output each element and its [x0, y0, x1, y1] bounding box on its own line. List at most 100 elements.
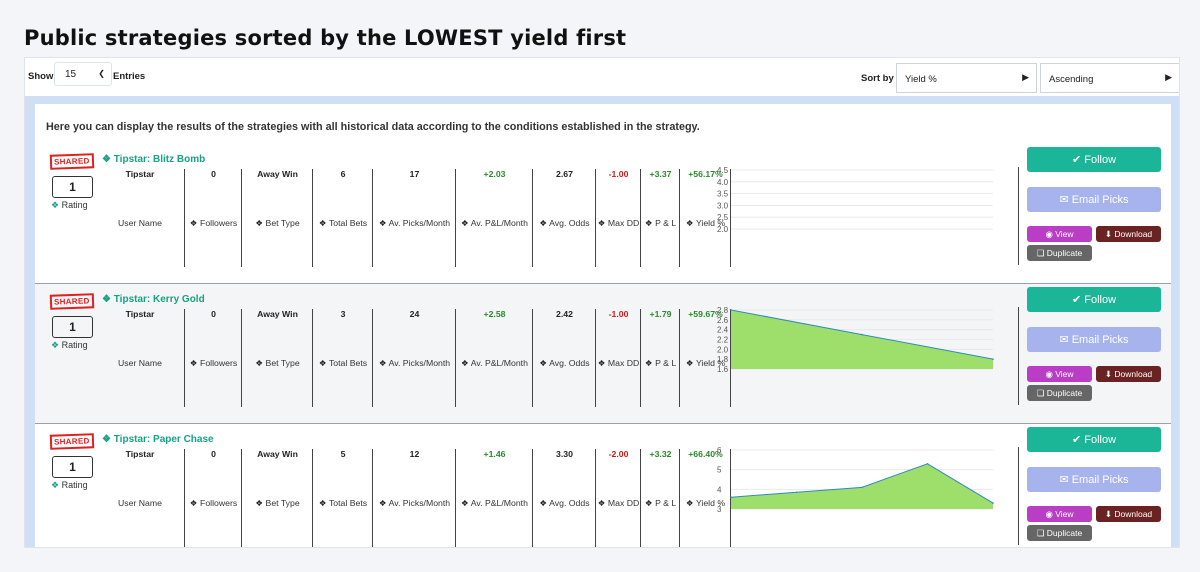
- entries-select[interactable]: 15 ❮: [54, 62, 112, 86]
- divider: [595, 449, 596, 547]
- strategies-container: Show 15 ❮ Entries Sort by Yield % ▶ Asce…: [24, 57, 1180, 548]
- stat-total-bets: 6 ❖ Total Bets: [313, 169, 373, 267]
- sparkline-chart: 2.82.62.42.22.01.81.6: [717, 307, 994, 374]
- area-fill: [731, 463, 993, 509]
- duplicate-label: Duplicate: [1046, 248, 1083, 258]
- rating-label-text: Rating: [61, 480, 88, 490]
- follow-label: Follow: [1084, 434, 1117, 446]
- stat-av-picks-month: 12 ❖ Av. Picks/Month: [373, 449, 456, 547]
- view-button[interactable]: ◉ View: [1027, 226, 1092, 242]
- divider: [532, 169, 533, 267]
- stat-value: Away Win: [257, 169, 298, 179]
- data-point: [992, 358, 994, 360]
- stat-label: ❖ Av. P&L/Month: [456, 498, 533, 509]
- divider: [184, 309, 185, 407]
- divider: [1018, 447, 1019, 545]
- intro-text: Here you can display the results of the …: [46, 121, 700, 133]
- strategy-name: Tipstar: Kerry Gold: [113, 294, 205, 305]
- data-point: [861, 486, 863, 489]
- email-picks-button[interactable]: ✉ Email Picks: [1027, 467, 1161, 492]
- stat-value: +3.37: [649, 169, 672, 179]
- stat-max-dd: -1.00 ❖ Max DD: [596, 309, 641, 407]
- stat-label: ❖ Followers: [185, 498, 242, 509]
- email-picks-label: Email Picks: [1071, 334, 1129, 346]
- download-button[interactable]: ⬇ Download: [1096, 226, 1161, 242]
- info-icon: ❖: [255, 218, 264, 228]
- stat-user-name: Tipstar User Name: [95, 169, 185, 267]
- info-icon: ❖: [378, 358, 387, 368]
- shared-badge: SHARED: [49, 153, 94, 170]
- stat-value: 17: [409, 169, 420, 179]
- download-button[interactable]: ⬇ Download: [1096, 506, 1161, 522]
- download-button[interactable]: ⬇ Download: [1096, 366, 1161, 382]
- stat-label-text: P & L: [655, 498, 677, 508]
- stat-value: 5: [340, 449, 346, 459]
- stat-value: 0: [211, 169, 216, 179]
- duplicate-button[interactable]: ❏ Duplicate: [1027, 245, 1092, 261]
- stat-value: +66.40%: [688, 449, 723, 459]
- stat-label: ❖ P & L: [641, 358, 680, 369]
- stat-label-text: Av. Picks/Month: [388, 358, 451, 368]
- check-circle-icon: ✔: [1071, 434, 1082, 446]
- stat-value: 2.67: [556, 169, 573, 179]
- stat-value: +59.67%: [688, 309, 723, 319]
- stat-total-bets: 5 ❖ Total Bets: [313, 449, 373, 547]
- stat-label: ❖ Bet Type: [242, 218, 313, 229]
- divider: [679, 449, 680, 547]
- stat-value: 2.42: [556, 309, 573, 319]
- stat-label: User Name: [118, 358, 162, 368]
- stat-max-dd: -2.00 ❖ Max DD: [596, 449, 641, 547]
- rating-label: ❖ Rating: [51, 480, 88, 491]
- view-button[interactable]: ◉ View: [1027, 506, 1092, 522]
- eye-icon: ◉: [1045, 509, 1053, 519]
- info-icon: ❖: [102, 154, 111, 165]
- duplicate-button[interactable]: ❏ Duplicate: [1027, 525, 1092, 541]
- info-icon: ❖: [378, 498, 387, 508]
- y-tick-label: 2.4: [717, 326, 729, 335]
- stat-value: +1.79: [649, 309, 672, 319]
- divider: [241, 449, 242, 547]
- email-picks-button[interactable]: ✉ Email Picks: [1027, 187, 1161, 212]
- info-icon: ❖: [51, 200, 60, 210]
- email-picks-button[interactable]: ✉ Email Picks: [1027, 327, 1161, 352]
- sort-order-dropdown[interactable]: Ascending ▶: [1040, 63, 1179, 93]
- strategy-name-link[interactable]: ❖ Tipstar: Kerry Gold: [102, 294, 205, 305]
- rating-label-text: Rating: [61, 340, 88, 350]
- info-icon: ❖: [189, 358, 198, 368]
- follow-button[interactable]: ✔ Follow: [1027, 427, 1161, 452]
- duplicate-button[interactable]: ❏ Duplicate: [1027, 385, 1092, 401]
- follow-label: Follow: [1084, 294, 1117, 306]
- strategy-name-link[interactable]: ❖ Tipstar: Blitz Bomb: [102, 154, 205, 165]
- y-tick-label: 3.5: [717, 190, 729, 199]
- strategy-card: SHARED ❖ Tipstar: Blitz Bomb 1 ❖ Rating …: [35, 144, 1171, 284]
- data-point: [795, 491, 798, 494]
- y-tick-label: 3.0: [717, 201, 729, 210]
- data-point: [861, 333, 863, 336]
- divider: [679, 309, 680, 407]
- divider: [595, 309, 596, 407]
- divider: [455, 449, 456, 547]
- stat-value: 3.30: [556, 449, 573, 459]
- strategy-name-link[interactable]: ❖ Tipstar: Paper Chase: [102, 434, 214, 445]
- stat-av-pl-month: +1.46 ❖ Av. P&L/Month: [456, 449, 533, 547]
- stat-label: ❖ Total Bets: [313, 498, 373, 509]
- info-icon: ❖: [189, 498, 198, 508]
- sort-field-dropdown[interactable]: Yield % ▶: [896, 63, 1037, 93]
- stat-label-text: P & L: [655, 218, 677, 228]
- stat-label-text: Av. Picks/Month: [388, 218, 451, 228]
- stat-label-text: Yield %: [695, 358, 726, 368]
- view-button[interactable]: ◉ View: [1027, 366, 1092, 382]
- strategy-name: Tipstar: Paper Chase: [113, 434, 214, 445]
- check-circle-icon: ✔: [1071, 294, 1082, 306]
- toolbar: Show 15 ❮ Entries Sort by Yield % ▶ Asce…: [25, 58, 1179, 96]
- stat-label: ❖ Bet Type: [242, 358, 313, 369]
- stat-value: Tipstar: [125, 169, 155, 179]
- shared-badge: SHARED: [49, 433, 94, 450]
- info-icon: ❖: [461, 358, 469, 368]
- stat-value: +3.32: [649, 449, 672, 459]
- divider: [730, 309, 731, 407]
- follow-button[interactable]: ✔ Follow: [1027, 147, 1161, 172]
- follow-button[interactable]: ✔ Follow: [1027, 287, 1161, 312]
- stat-label-text: Total Bets: [328, 218, 368, 228]
- stat-label-text: Av. Picks/Month: [388, 498, 451, 508]
